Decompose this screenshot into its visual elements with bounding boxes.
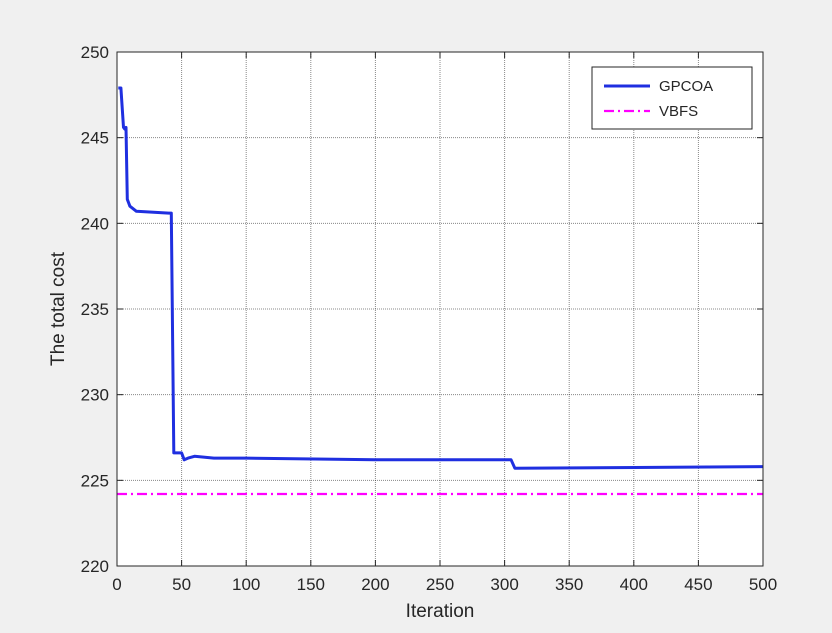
y-axis-label: The total cost	[48, 251, 69, 366]
series-lines	[117, 86, 764, 496]
legend-label-vbfs: VBFS	[659, 103, 698, 120]
x-tick-label: 50	[172, 575, 191, 594]
x-tick-label: 0	[112, 575, 121, 594]
y-tick-label: 220	[81, 557, 109, 576]
y-tick-label: 235	[81, 300, 109, 319]
y-tick-label: 230	[81, 386, 109, 405]
legend: GPCOA VBFS	[591, 66, 753, 130]
x-tick-label: 300	[490, 575, 518, 594]
x-tick-label: 200	[361, 575, 389, 594]
x-axis-label: Iteration	[406, 601, 475, 622]
y-tick-label: 225	[81, 471, 109, 490]
y-tick-label: 250	[81, 43, 109, 62]
series-line-gpcoa	[118, 86, 764, 470]
x-tick-label: 100	[232, 575, 260, 594]
x-tick-label: 450	[684, 575, 712, 594]
x-tick-label: 150	[297, 575, 325, 594]
x-tick-label: 500	[749, 575, 777, 594]
x-tick-label: 400	[620, 575, 648, 594]
legend-box	[591, 66, 753, 130]
axis-ticks: 0 50 100 150 200 250 300 350 400 450 500 220 225 230 2…	[81, 43, 778, 594]
grid	[117, 52, 763, 566]
x-tick-label: 350	[555, 575, 583, 594]
x-tick-label: 250	[426, 575, 454, 594]
legend-label-gpcoa: GPCOA	[659, 78, 713, 95]
y-tick-label: 240	[81, 214, 109, 233]
y-tick-label: 245	[81, 129, 109, 148]
